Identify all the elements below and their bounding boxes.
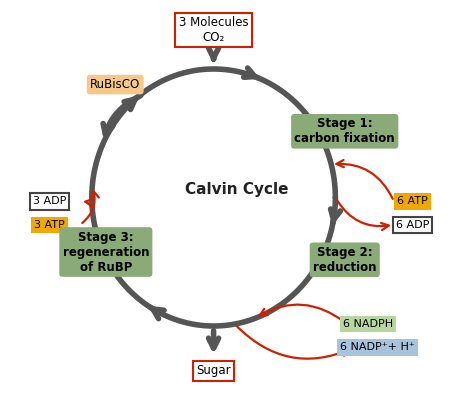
Text: Stage 2:
reduction: Stage 2: reduction xyxy=(313,246,376,274)
Text: 6 NADP⁺+ H⁺: 6 NADP⁺+ H⁺ xyxy=(340,342,415,352)
Text: Stage 1:
carbon fixation: Stage 1: carbon fixation xyxy=(294,117,395,145)
Text: Sugar: Sugar xyxy=(196,364,231,377)
Text: 3 Molecules
CO₂: 3 Molecules CO₂ xyxy=(179,16,248,44)
Text: 3 ATP: 3 ATP xyxy=(34,220,65,230)
Text: Calvin Cycle: Calvin Cycle xyxy=(185,182,289,197)
Text: 6 ADP: 6 ADP xyxy=(396,220,429,230)
Text: Stage 3:
regeneration
of RuBP: Stage 3: regeneration of RuBP xyxy=(63,231,149,273)
Text: 3 ADP: 3 ADP xyxy=(33,196,66,207)
Text: 6 NADPH: 6 NADPH xyxy=(343,319,393,329)
Text: 6 ATP: 6 ATP xyxy=(397,196,428,207)
Text: RuBisCO: RuBisCO xyxy=(90,78,140,91)
